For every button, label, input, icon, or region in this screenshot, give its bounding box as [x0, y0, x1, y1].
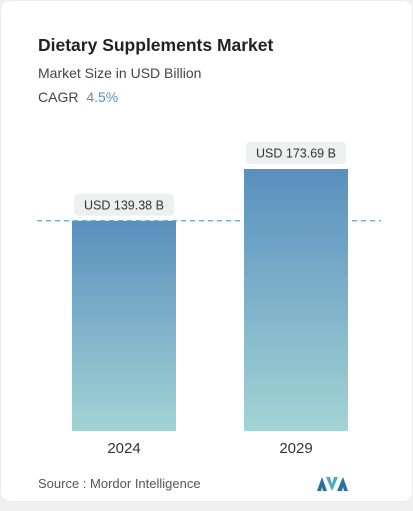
x-tick-label-2029: 2029	[279, 440, 312, 457]
value-label-2029: USD 173.69 B	[256, 147, 336, 161]
cagr-value: 4.5%	[86, 89, 119, 105]
value-label-2024: USD 139.38 B	[84, 198, 164, 212]
value-label-bg-2029	[246, 142, 346, 164]
chart-subtitle: Market Size in USD Billion	[38, 65, 202, 81]
mordor-intelligence-logo	[317, 477, 348, 491]
cagr-line: CAGR 4.5%	[38, 89, 118, 105]
value-label-bg-2024	[74, 193, 174, 216]
cagr-label: CAGR	[38, 89, 79, 105]
source-text: Source : Mordor Intelligence	[38, 476, 201, 491]
chart-title: Dietary Supplements Market	[38, 35, 274, 55]
x-tick-label-2024: 2024	[107, 440, 140, 457]
bar-2029	[244, 169, 348, 431]
bar-2024	[72, 220, 176, 431]
